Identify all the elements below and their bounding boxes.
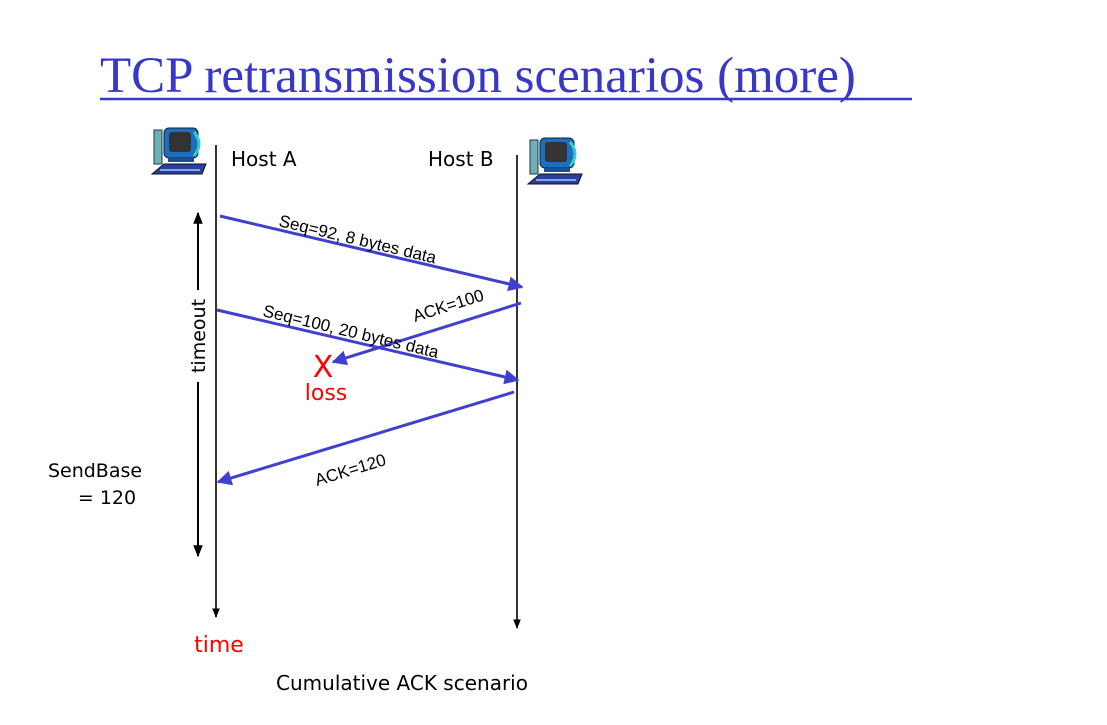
host-b-computer-icon [526, 136, 584, 186]
loss-label: loss [305, 381, 348, 406]
caption: Cumulative ACK scenario [276, 671, 528, 695]
ack2-label: ACK=120 [313, 450, 389, 490]
sendbase-label: SendBase [48, 460, 142, 482]
host-a-computer-icon [150, 126, 208, 176]
page-title: TCP retransmission scenarios (more) [100, 48, 856, 104]
ack2-arrow [216, 390, 515, 486]
segment1-arrow [219, 214, 524, 292]
ack1-label: ACK=100 [410, 286, 486, 326]
segment1-label: Seq=92, 8 bytes data [277, 211, 439, 267]
timeout-label: timeout [188, 299, 210, 373]
segment2-arrow [216, 308, 520, 385]
time-label: time [194, 633, 244, 658]
host-b-label: Host B [428, 147, 494, 171]
loss-x-icon: X [313, 350, 334, 385]
host-a-label: Host A [231, 147, 297, 171]
sendbase-value: = 120 [78, 487, 136, 509]
ack1-arrow [331, 301, 522, 366]
